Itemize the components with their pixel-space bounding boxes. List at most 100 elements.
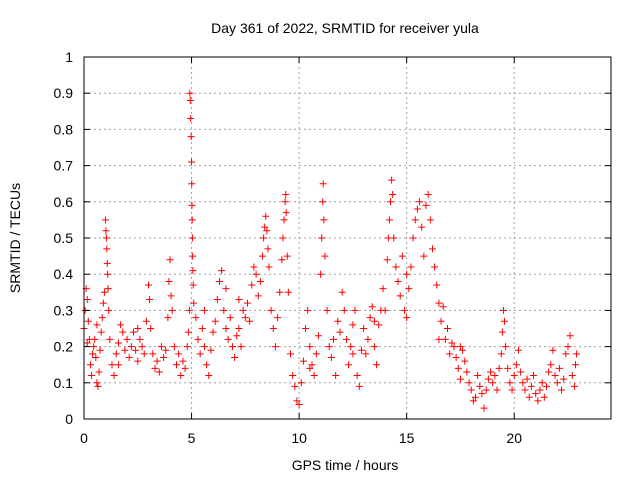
data-point [103,235,110,242]
data-point [320,180,327,187]
data-point [262,213,269,220]
data-point [343,336,350,343]
data-point [272,343,279,350]
data-point [466,379,473,386]
data-point [526,394,533,401]
data-point [244,300,251,307]
data-point [403,271,410,278]
data-point [379,285,386,292]
data-point [279,235,286,242]
data-point [188,158,195,165]
data-point [203,361,210,368]
data-point [104,271,111,278]
data-point [141,350,148,357]
data-point [321,253,328,260]
x-tick-label: 15 [399,430,415,446]
data-point [235,296,242,303]
y-axis-label: SRMTID / TECUs [7,183,23,293]
data-point [143,318,150,325]
data-point [455,365,462,372]
y-tick-label: 0.3 [54,302,74,318]
data-point [283,209,290,216]
data-point [255,292,262,299]
data-point [147,325,154,332]
data-point [246,318,253,325]
data-point [319,198,326,205]
data-point [270,325,277,332]
data-point [545,368,552,375]
data-point [489,379,496,386]
data-point [218,267,225,274]
tick-labels: 00.10.20.30.40.50.60.70.80.910 5 10 15 20 [54,49,523,446]
data-point [389,191,396,198]
data-point [410,235,417,242]
chart-title: Day 361 of 2022, SRMTID for receiver yul… [211,20,479,36]
y-tick-label: 0.5 [54,230,74,246]
data-point [106,336,113,343]
data-point [453,354,460,361]
data-point [87,361,94,368]
data-point [128,343,135,350]
data-point [328,354,335,361]
data-point [189,253,196,260]
data-point [298,379,305,386]
data-point [253,271,260,278]
data-point [205,372,212,379]
data-point [405,285,412,292]
data-point [184,343,191,350]
data-point [233,332,240,339]
data-point [485,376,492,383]
data-point [188,202,195,209]
data-point [162,347,169,354]
data-point [446,350,453,357]
data-point [188,180,195,187]
data-point [189,235,196,242]
data-point [407,263,414,270]
data-point [146,296,153,303]
data-point [367,314,374,321]
data-point [175,350,182,357]
data-point [349,321,356,328]
data-point [121,347,128,354]
data-point [105,307,112,314]
data-point [483,387,490,394]
data-point [91,336,98,343]
data-point [282,198,289,205]
data-point [169,307,176,314]
data-point [240,307,247,314]
y-tick-label: 1 [65,49,73,65]
data-point [313,350,320,357]
data-point [433,282,440,289]
data-point [197,350,204,357]
data-point [423,202,430,209]
data-point [289,372,296,379]
data-point [284,253,291,260]
data-point [93,379,100,386]
data-point [362,350,369,357]
data-point [547,361,554,368]
x-tick-label: 10 [291,430,307,446]
data-point [487,368,494,375]
data-point [311,372,318,379]
y-tick-label: 0.4 [54,266,74,282]
data-point [119,329,126,336]
data-point [156,368,163,375]
data-point [562,350,569,357]
data-point [281,216,288,223]
data-point [238,343,245,350]
data-point [195,336,202,343]
data-point [349,350,356,357]
data-point [558,387,565,394]
data-point [360,325,367,332]
data-point [187,97,194,104]
data-point [248,282,255,289]
data-point [216,278,223,285]
data-point [190,282,197,289]
data-point [532,390,539,397]
data-point [165,278,172,285]
data-point [332,372,339,379]
data-point [113,350,120,357]
data-point [324,307,331,314]
data-point [102,227,109,234]
data-point [115,339,122,346]
